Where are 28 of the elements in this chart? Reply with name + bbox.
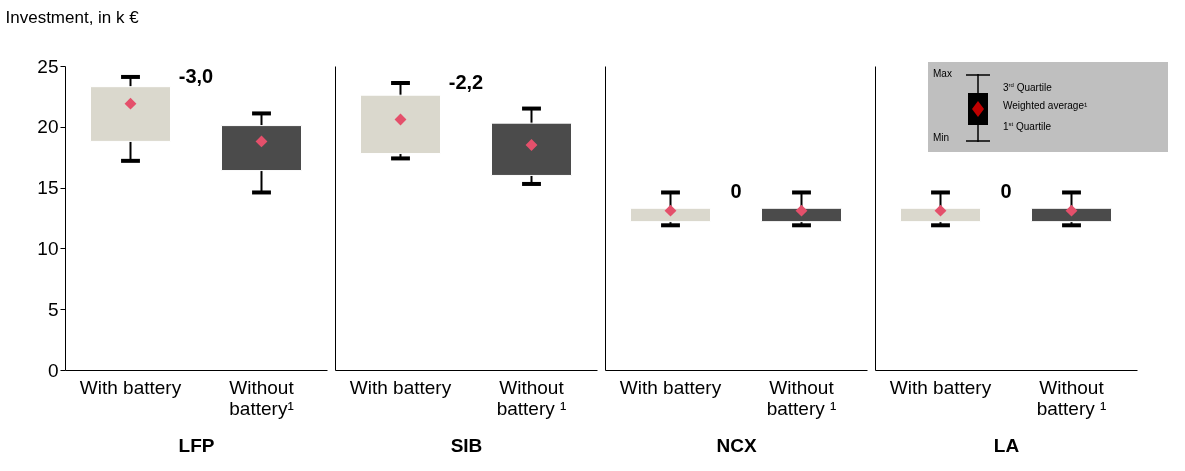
y-tick-label: 0 xyxy=(47,359,59,381)
y-tick-label: 25 xyxy=(37,55,59,77)
annotation: Min xyxy=(933,132,950,143)
annotation: 3$^{rd}$ Quartile xyxy=(1003,82,1052,94)
y-tick-label: 15 xyxy=(37,177,59,199)
x-tick-label: With battery xyxy=(79,376,182,398)
x-tick-label: Without battery¹ xyxy=(229,376,295,419)
x-tick-label: With battery xyxy=(619,376,722,398)
annotation: 0 xyxy=(1000,180,1012,203)
x-tick-label: Without battery ¹ xyxy=(496,376,567,419)
x-tick-label: Without battery ¹ xyxy=(766,376,837,419)
x-tick-label: With battery xyxy=(889,376,992,398)
annotation: 1$^{st}$ Quartile xyxy=(1003,121,1052,133)
x-axis-title: LFP xyxy=(178,434,215,456)
annotation: 0 xyxy=(730,180,742,203)
annotation: Weighted average¹ xyxy=(1003,100,1088,111)
x-tick-label: With battery xyxy=(349,376,452,398)
x-axis-title: NCX xyxy=(716,434,757,456)
annotation: -2,2 xyxy=(448,71,484,94)
y-tick-label: 10 xyxy=(37,237,59,259)
y-tick-label: 5 xyxy=(47,298,59,320)
x-axis-title: LA xyxy=(993,434,1020,456)
x-axis-title: SIB xyxy=(450,434,483,456)
x-tick-label: Without battery ¹ xyxy=(1036,376,1107,419)
y-axis-title: Investment, in k € xyxy=(5,7,140,27)
y-tick-label: 20 xyxy=(37,116,59,138)
annotation: Max xyxy=(933,68,952,79)
annotation: -3,0 xyxy=(178,64,214,87)
